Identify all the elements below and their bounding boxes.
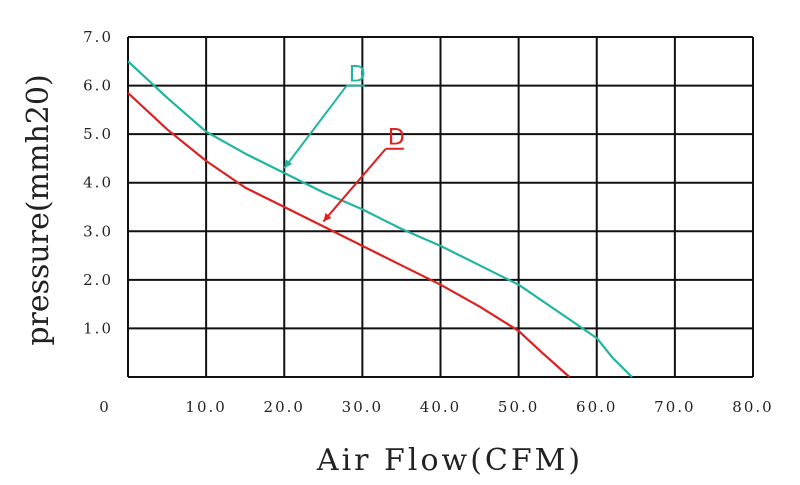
x-axis-label: Air Flow(CFM) <box>316 443 583 478</box>
x-tick-label: 30.0 <box>342 398 383 416</box>
series-label: D <box>388 126 405 151</box>
y-tick-label: 1.0 <box>83 319 113 337</box>
x-tick-label: 80.0 <box>732 398 773 416</box>
x-tick-label: 0 <box>99 398 111 416</box>
series-callouts: DD <box>283 63 405 223</box>
y-tick-label: 3.0 <box>83 222 113 240</box>
y-tick-label: 4.0 <box>83 174 113 192</box>
y-tick-label: 7.0 <box>83 28 113 46</box>
callout-arrowhead <box>284 159 293 169</box>
callout-arrowhead <box>323 212 332 222</box>
x-tick-label: 70.0 <box>654 398 695 416</box>
x-tick-label: 10.0 <box>185 398 226 416</box>
tick-labels: 0 10.0 20.0 30.0 40.0 50.0 60.0 70.0 80.0 1.0 2.0 3… <box>83 28 773 416</box>
x-tick-label: 40.0 <box>420 398 461 416</box>
y-tick-label: 6.0 <box>83 77 113 95</box>
series-lines <box>127 60 633 378</box>
x-tick-label: 50.0 <box>498 398 539 416</box>
grid <box>127 36 754 378</box>
x-tick-label: 60.0 <box>576 398 617 416</box>
callout-arrow <box>322 148 387 223</box>
series-line <box>127 60 633 378</box>
y-tick-label: 5.0 <box>83 125 113 143</box>
callout-arrow <box>283 84 348 169</box>
x-tick-label: 20.0 <box>264 398 305 416</box>
series-label: D <box>349 63 366 88</box>
y-tick-label: 2.0 <box>83 271 113 289</box>
y-axis-label: pressure(mmh20) <box>21 74 56 345</box>
series-line <box>127 92 571 378</box>
